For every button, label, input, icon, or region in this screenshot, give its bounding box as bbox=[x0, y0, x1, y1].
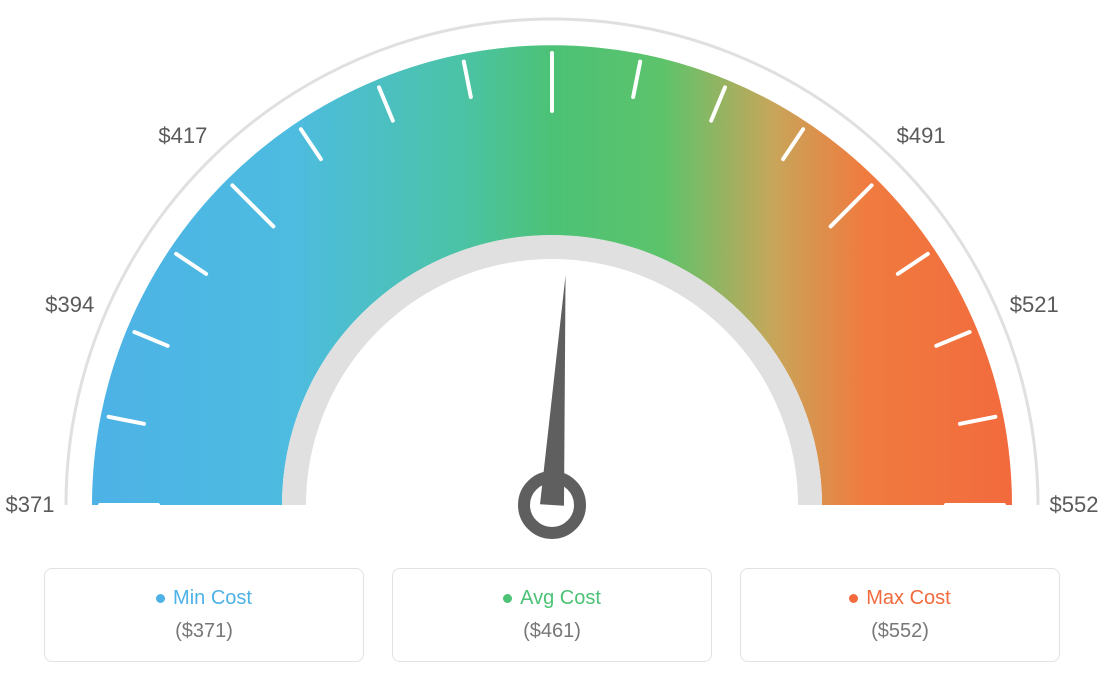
gauge-tick-label: $394 bbox=[45, 292, 94, 318]
legend-title: Min Cost bbox=[156, 587, 252, 610]
legend-title-text: Max Cost bbox=[866, 587, 950, 610]
legend-row: Min Cost ($371) Avg Cost ($461) Max Cost ($55… bbox=[0, 568, 1104, 662]
legend-title: Max Cost bbox=[849, 587, 950, 610]
gauge-chart: $371$394$417$461$491$521$552 bbox=[0, 0, 1104, 560]
gauge-svg bbox=[0, 0, 1104, 560]
legend-title: Avg Cost bbox=[503, 587, 601, 610]
legend-value: ($461) bbox=[403, 620, 701, 643]
legend-dot-icon bbox=[156, 594, 165, 603]
legend-card: Avg Cost ($461) bbox=[392, 568, 712, 662]
legend-dot-icon bbox=[503, 594, 512, 603]
legend-title-text: Avg Cost bbox=[520, 587, 601, 610]
gauge-tick-label: $371 bbox=[6, 492, 55, 518]
legend-dot-icon bbox=[849, 594, 858, 603]
gauge-tick-label: $521 bbox=[1010, 292, 1059, 318]
gauge-tick-label: $491 bbox=[897, 123, 946, 149]
legend-card: Min Cost ($371) bbox=[44, 568, 364, 662]
legend-value: ($371) bbox=[55, 620, 353, 643]
gauge-tick-label: $417 bbox=[158, 123, 207, 149]
gauge-tick-label: $552 bbox=[1050, 492, 1099, 518]
legend-title-text: Min Cost bbox=[173, 587, 252, 610]
legend-card: Max Cost ($552) bbox=[740, 568, 1060, 662]
legend-value: ($552) bbox=[751, 620, 1049, 643]
